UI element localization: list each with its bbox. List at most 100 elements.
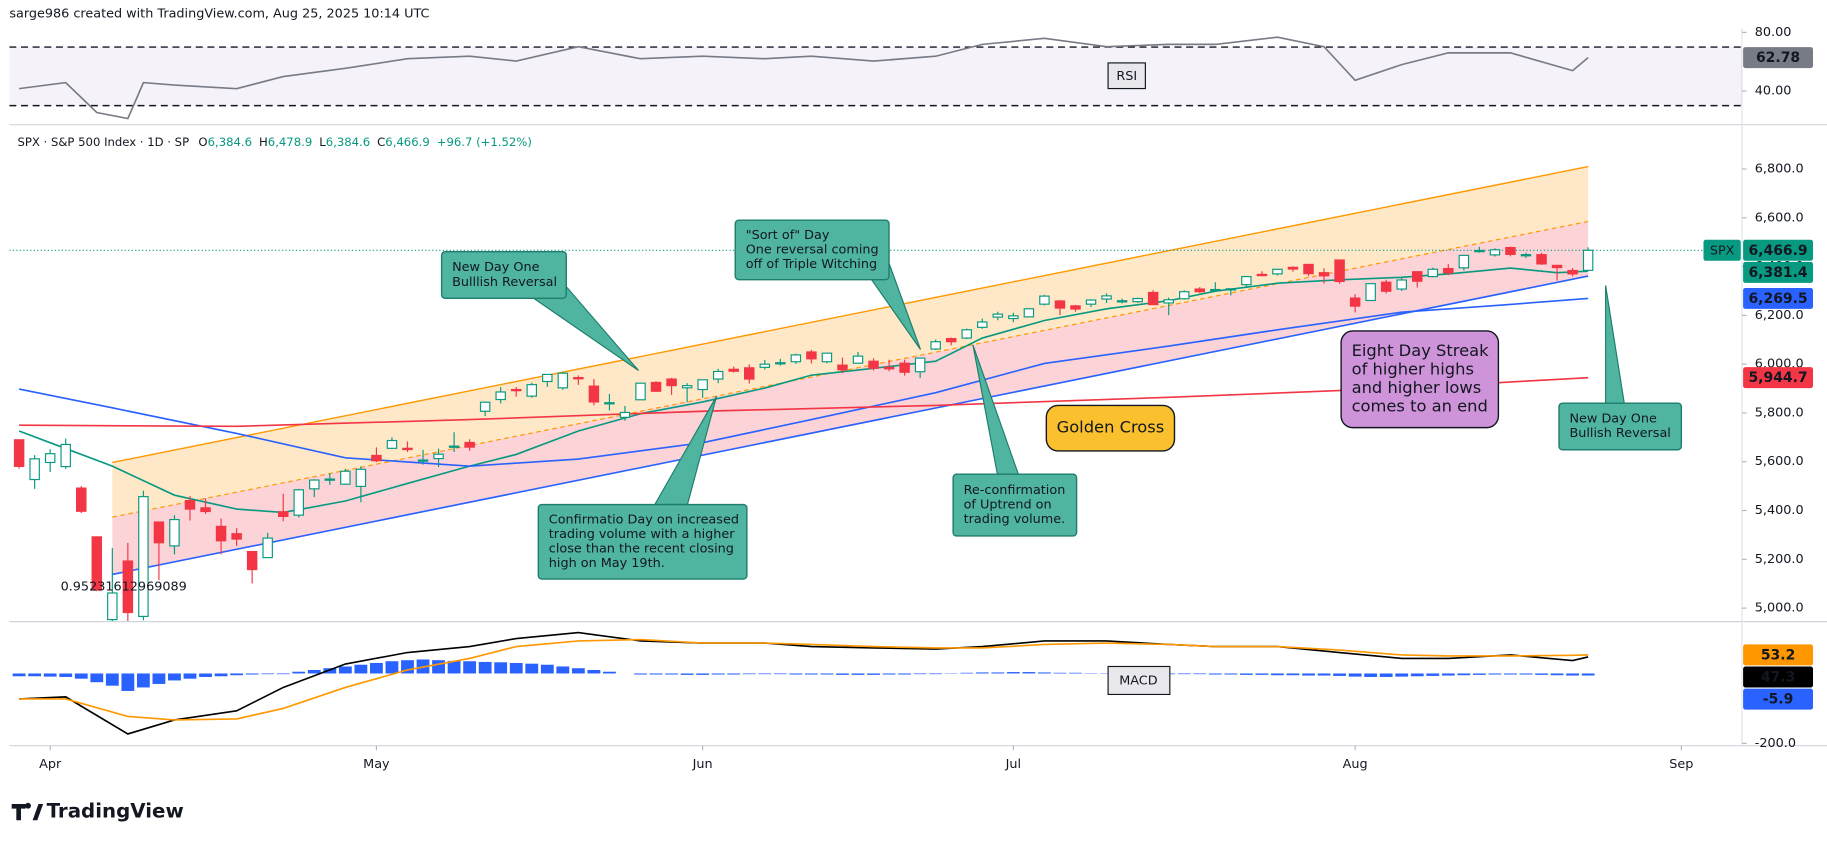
histogram-bar — [1550, 673, 1564, 676]
candle-body — [1023, 308, 1035, 318]
histogram-bar — [1504, 673, 1517, 675]
y-tick-label: 5,000.0 — [1755, 601, 1804, 616]
histogram-bar — [820, 673, 834, 675]
candle-body — [60, 443, 71, 468]
candle-body — [1443, 267, 1454, 274]
callout-text: trading volume with a higher — [549, 527, 735, 542]
candle-body — [1380, 281, 1392, 292]
candle-body — [1536, 254, 1547, 265]
histogram-bar — [1271, 673, 1284, 676]
y-tick-label: 5,800.0 — [1755, 405, 1804, 420]
callout-text: off of Triple Witching — [746, 257, 877, 272]
candle-body — [1147, 291, 1159, 306]
macd-title-box — [1107, 665, 1171, 696]
symbol: SPX · S&P 500 Index · 1D · SP — [17, 135, 189, 149]
candle-body — [666, 378, 677, 387]
candle-body — [1582, 249, 1594, 271]
moving-average — [18, 267, 1589, 514]
x-tick-label: Jul — [1005, 757, 1021, 772]
candle-body — [1287, 266, 1299, 270]
histogram-bar — [1395, 673, 1409, 677]
change: +96.7 (+1.52%) — [437, 135, 532, 149]
candle-body — [604, 402, 615, 405]
value-tag — [1743, 287, 1814, 309]
callout-box — [952, 473, 1078, 537]
callout-text: Bullish Reversal — [1569, 426, 1670, 441]
candle-body — [231, 533, 242, 540]
candle-body — [1256, 273, 1268, 277]
rsi-title: RSI — [1116, 69, 1137, 84]
histogram-bar — [571, 668, 585, 674]
histogram-bar — [245, 673, 259, 675]
candle-body — [309, 479, 320, 490]
histogram-bar — [463, 661, 477, 674]
candle-body — [1349, 297, 1361, 307]
macd-line — [19, 631, 1589, 735]
fib-label: 0.95231612969089 — [61, 580, 187, 595]
histogram-bar — [1426, 673, 1440, 676]
candle-body — [1489, 249, 1501, 256]
candle-body — [712, 370, 724, 380]
callout-text: comes to an end — [1352, 397, 1488, 416]
candle-body — [184, 499, 196, 510]
histogram-bar — [1006, 672, 1020, 674]
histogram-bar — [1177, 673, 1191, 675]
x-tick-label: Sep — [1669, 757, 1693, 772]
histogram-bar — [696, 673, 710, 675]
rsi-pane — [9, 36, 1742, 120]
value-tag — [1743, 261, 1814, 283]
x-tick-label: Jun — [692, 757, 713, 772]
histogram-bar — [1224, 673, 1238, 675]
candle-body — [852, 355, 864, 364]
macd-pane — [12, 631, 1595, 735]
candle-body — [433, 453, 444, 460]
candle-body — [790, 354, 802, 363]
candle-body — [1194, 288, 1206, 293]
y-tick-label: 5,600.0 — [1755, 454, 1804, 469]
histogram-bar — [90, 673, 104, 683]
candle-body — [526, 384, 538, 397]
histogram-bar — [28, 673, 42, 677]
histogram-bar — [556, 666, 570, 674]
callout-text: close than the recent closing — [549, 542, 734, 557]
candle-body — [821, 352, 833, 363]
histogram-bar — [183, 673, 197, 679]
rsi-band — [9, 47, 1742, 106]
channel-lower-band — [112, 221, 1589, 575]
value-tag-label: 47.3 — [1761, 670, 1795, 686]
brand: TradingView — [47, 800, 184, 823]
histogram-bar — [105, 673, 119, 686]
y-tick-label: 80.00 — [1755, 25, 1792, 40]
callout-box — [1340, 330, 1500, 429]
candle-body — [542, 373, 553, 383]
candle-body — [914, 357, 926, 373]
candle-body — [775, 362, 786, 365]
callout-text: One reversal coming — [746, 242, 879, 257]
candle-body — [1163, 299, 1174, 304]
candle-body — [945, 337, 957, 343]
histogram-bar — [742, 673, 756, 675]
histogram-bar — [509, 662, 523, 674]
candle-body — [681, 385, 693, 389]
histogram-bar — [634, 673, 647, 675]
ohlc-value: 6,384.6 — [208, 135, 252, 149]
histogram-bar — [121, 673, 135, 691]
value-tag — [1743, 367, 1814, 389]
histogram-bar — [1379, 673, 1393, 677]
x-tick-label: Apr — [39, 757, 62, 772]
channel-upper — [112, 165, 1589, 464]
value-tag-label: 6,381.4 — [1748, 265, 1807, 281]
histogram-bar — [1457, 673, 1471, 676]
candle-body — [1116, 300, 1128, 303]
rsi-line — [19, 36, 1589, 120]
candle-body — [464, 441, 475, 448]
histogram-bar — [1286, 673, 1300, 676]
candle-body — [215, 525, 227, 542]
candle-body — [868, 360, 879, 369]
histogram-bar — [789, 673, 803, 675]
candle-body — [573, 377, 584, 380]
histogram-bar — [727, 673, 741, 675]
callout-text: of Uptrend on — [964, 498, 1052, 513]
histogram-bar — [1410, 673, 1424, 677]
